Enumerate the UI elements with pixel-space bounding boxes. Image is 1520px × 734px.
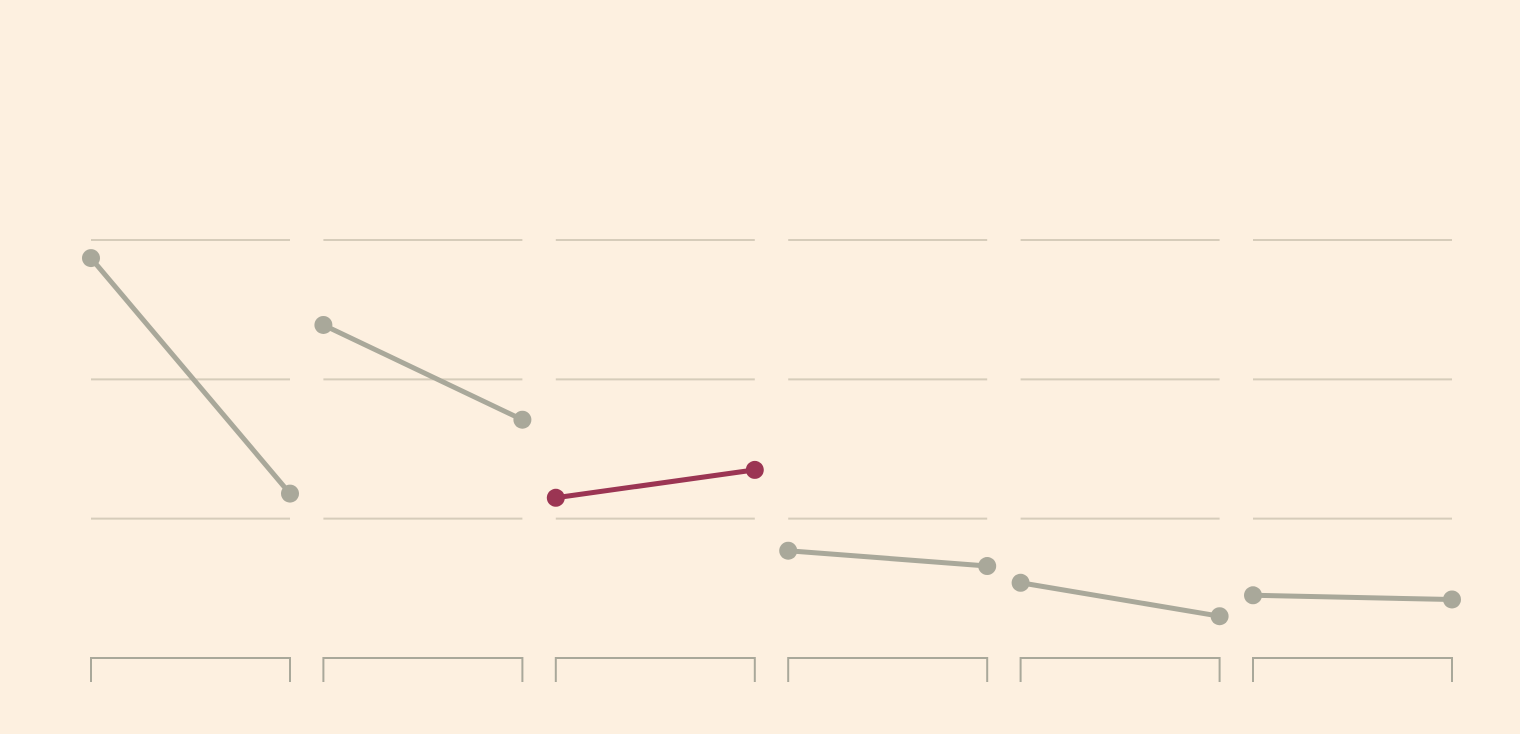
point [281, 484, 299, 503]
point [513, 410, 532, 429]
x-axis-bracket [322, 657, 524, 682]
slope-line [88, 255, 293, 497]
slope-line [1018, 580, 1223, 619]
x-axis-bracket [1019, 657, 1221, 682]
x-axis-bracket [90, 657, 291, 682]
point [779, 541, 798, 560]
slope-line [785, 548, 990, 569]
point [1244, 586, 1262, 605]
slope-line [553, 467, 758, 501]
point [1011, 573, 1030, 592]
slope-line [320, 322, 525, 423]
point [1210, 607, 1229, 626]
point [546, 488, 565, 507]
point [314, 315, 333, 334]
x-axis-bracket [554, 657, 756, 682]
slope-line [1250, 592, 1455, 602]
point [745, 460, 764, 479]
x-axis-bracket [787, 657, 989, 682]
point [82, 249, 100, 268]
point [1443, 590, 1461, 609]
point [978, 557, 997, 576]
x-axis-bracket [1252, 657, 1453, 682]
